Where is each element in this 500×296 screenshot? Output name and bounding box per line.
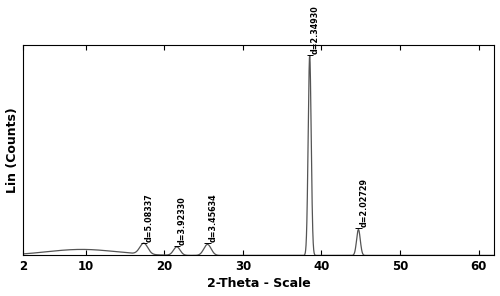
X-axis label: 2-Theta - Scale: 2-Theta - Scale (206, 277, 310, 290)
Text: d=2.34930: d=2.34930 (311, 5, 320, 54)
Text: d=2.02729: d=2.02729 (360, 178, 368, 227)
Text: d=5.08337: d=5.08337 (145, 194, 154, 242)
Text: d=3.92330: d=3.92330 (178, 196, 187, 245)
Y-axis label: Lin (Counts): Lin (Counts) (6, 107, 18, 193)
Text: d=3.45634: d=3.45634 (208, 194, 218, 242)
